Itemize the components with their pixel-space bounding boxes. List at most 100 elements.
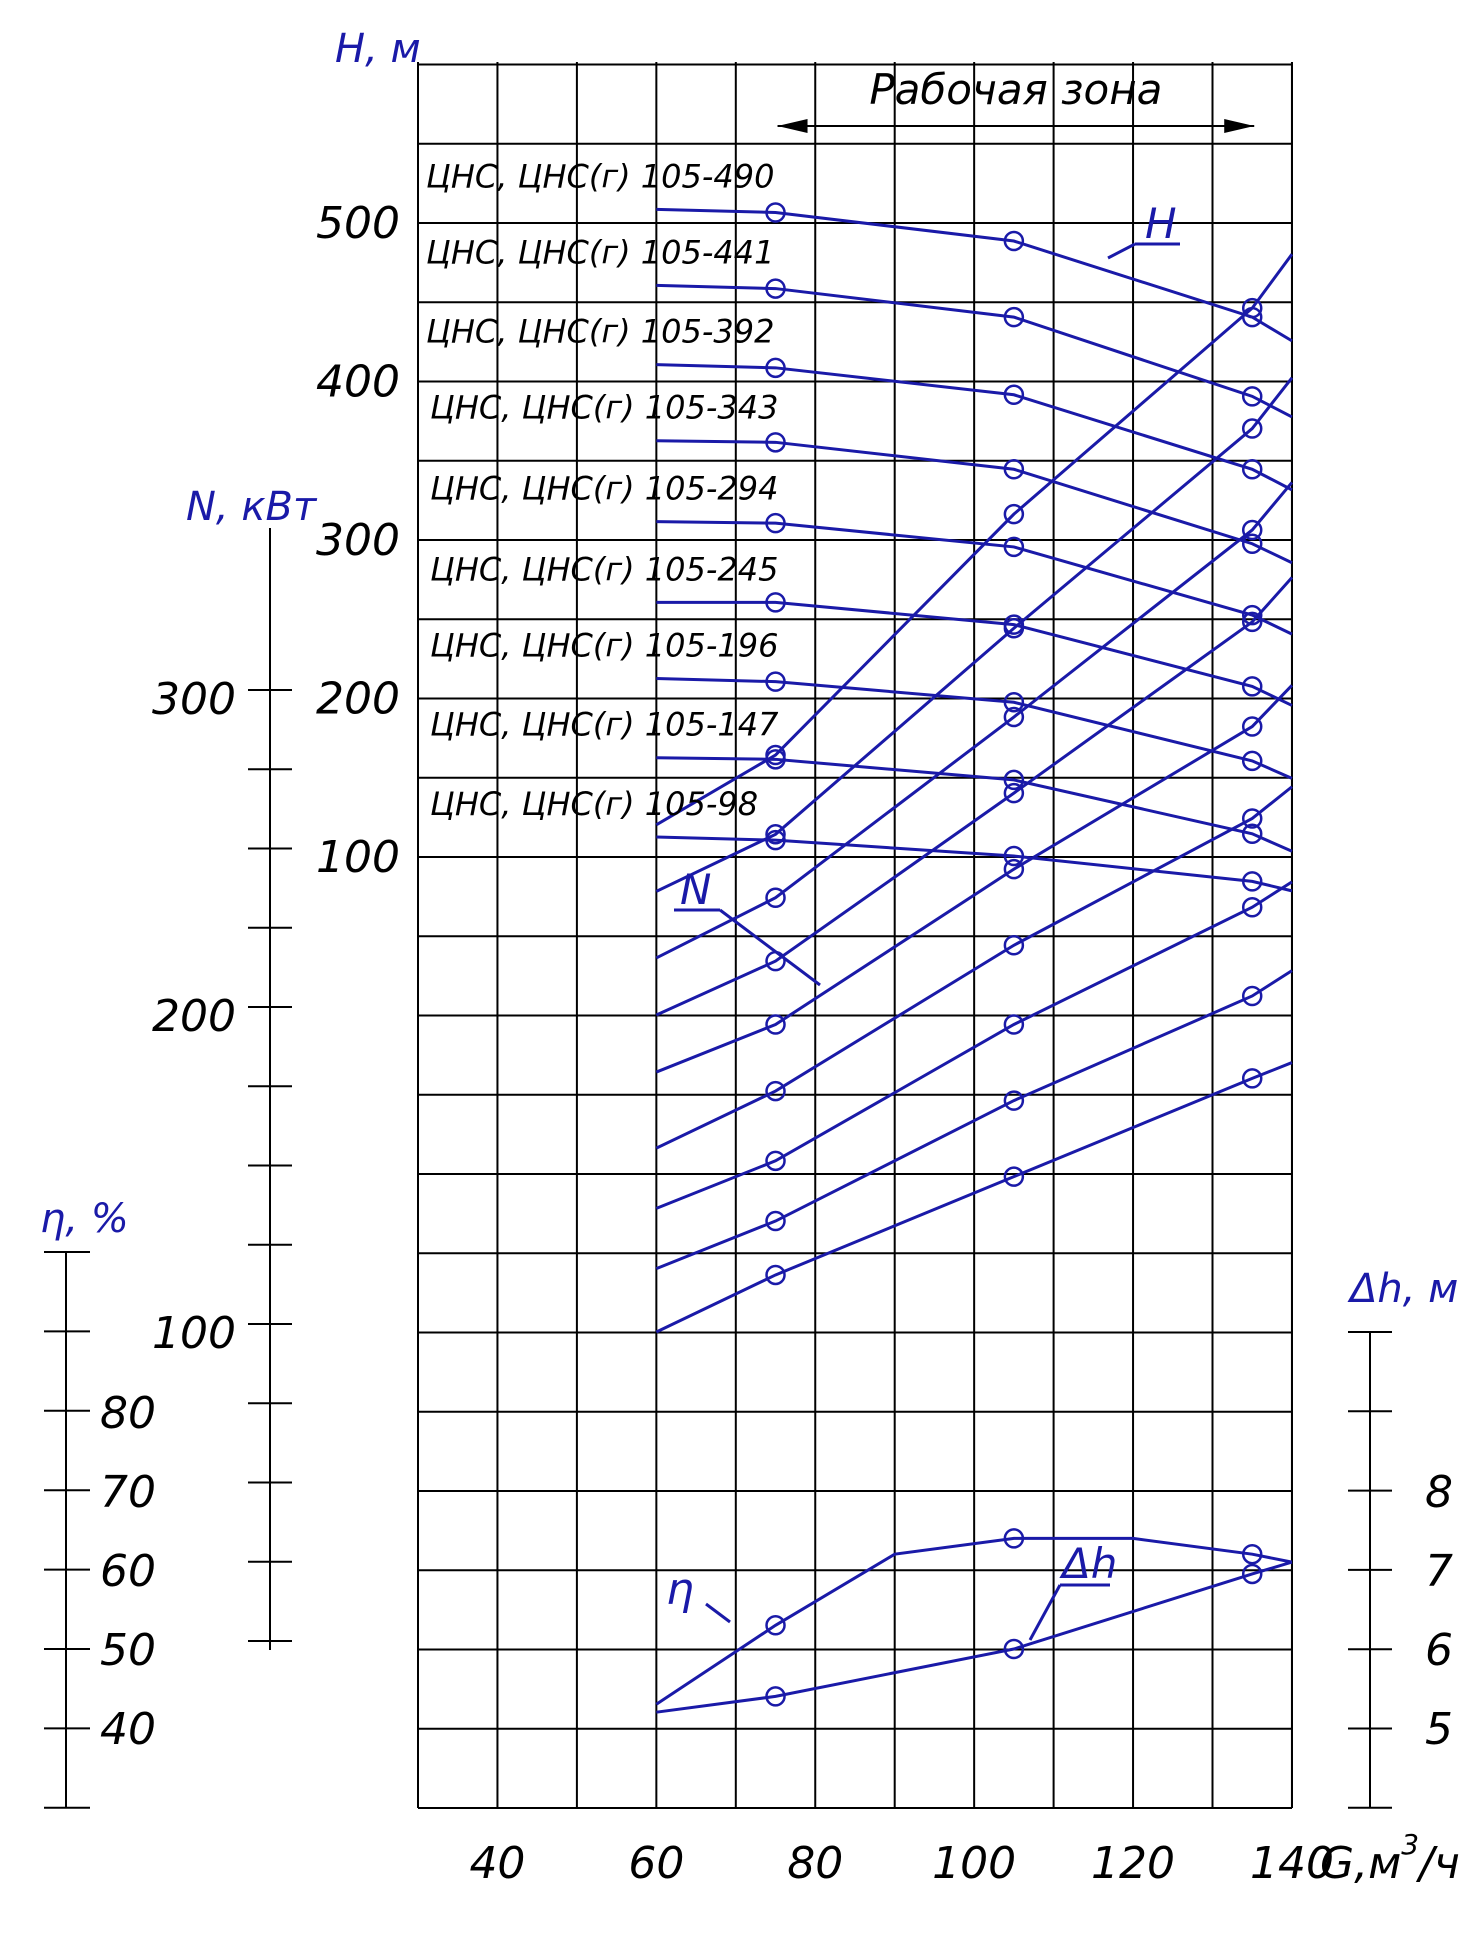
h-tick-label: 400 xyxy=(316,357,400,408)
eta-tick-label: 50 xyxy=(100,1625,156,1676)
h-curve-105-343 xyxy=(656,439,1293,565)
eta-curve xyxy=(655,1536,1293,1706)
x-axis-label-base: G,м xyxy=(1320,1838,1401,1889)
h-curve-105-392 xyxy=(656,363,1293,492)
n-curve-105-245-point xyxy=(1241,808,1263,829)
eta-axis-label: η, % xyxy=(40,1196,129,1242)
x-tick-label: 40 xyxy=(469,1838,525,1889)
n-curve-105-196 xyxy=(655,880,1293,1210)
n-curve-105-392-point xyxy=(1241,519,1263,541)
dh-curve-point xyxy=(1241,1563,1263,1585)
dh-curve-label: Δh xyxy=(1059,1539,1117,1588)
n-curve-105-294 xyxy=(655,684,1294,1074)
model-label: ЦНС, ЦНС(г) 105-490 xyxy=(426,157,775,195)
n-curve-105-441 xyxy=(655,376,1294,893)
n-curve-105-98-point xyxy=(1241,1068,1263,1089)
dh-axis-label: Δh, м xyxy=(1347,1266,1458,1312)
eta-leader xyxy=(705,1602,731,1624)
n-leader xyxy=(719,908,821,987)
dh-tick-label: 8 xyxy=(1425,1467,1453,1518)
h-curve-105-392-point xyxy=(1241,459,1263,480)
x-axis-label-tail: /ч xyxy=(1415,1838,1460,1889)
n-curve-105-392-point xyxy=(765,887,786,908)
h-curve-105-245-point xyxy=(1241,676,1263,697)
h-curve-105-98-point xyxy=(1003,845,1025,867)
dh-curve-point xyxy=(1003,1638,1025,1660)
dh-leader xyxy=(1028,1584,1062,1641)
h-curve-105-343-point xyxy=(1003,459,1025,480)
n-curve-105-490-point xyxy=(765,744,786,766)
working-zone-arrow-right xyxy=(1224,119,1255,133)
h-curve-105-245-point xyxy=(765,592,786,613)
h-tick-label: 100 xyxy=(316,832,400,883)
h-curve-105-490-point xyxy=(1003,230,1025,252)
n-curve-105-147 xyxy=(655,969,1293,1270)
working-zone-arrow-left xyxy=(777,119,808,133)
dh-scale xyxy=(1348,1331,1392,1809)
working-zone-label: Рабочая зона xyxy=(869,65,1162,114)
h-curve-105-490 xyxy=(656,207,1293,343)
dh-tick-label: 6 xyxy=(1425,1625,1453,1676)
n-curve-105-392-point xyxy=(1003,706,1025,728)
n-curve-105-343-point xyxy=(1003,782,1025,804)
eta-tick-label: 70 xyxy=(100,1467,156,1518)
n-curve-105-392 xyxy=(655,481,1294,960)
h-curve-105-196 xyxy=(656,676,1293,780)
x-tick-label: 120 xyxy=(1091,1838,1175,1889)
h-tick-label: 300 xyxy=(316,515,400,566)
n-curve-label: N xyxy=(680,865,711,914)
dh-curve-point xyxy=(765,1686,786,1707)
h-tick-label: 200 xyxy=(316,674,400,725)
n-curve-105-441-point xyxy=(1241,418,1263,439)
x-tick-label: 60 xyxy=(628,1838,684,1889)
h-curve-105-441-point xyxy=(1003,306,1025,328)
eta-tick-label: 80 xyxy=(100,1388,156,1439)
h-curve-105-147 xyxy=(656,756,1293,853)
h-curve-105-392-point xyxy=(765,357,786,379)
h-curve-105-441 xyxy=(656,283,1293,419)
n-curve-105-147-point xyxy=(1003,1090,1025,1111)
chart-grid xyxy=(417,62,1293,1809)
h-curve-105-245 xyxy=(656,600,1293,707)
eta-curve-label: η xyxy=(666,1564,694,1615)
h-curve-105-294 xyxy=(656,520,1293,636)
x-tick-label: 140 xyxy=(1250,1838,1334,1889)
n-curve-105-245-point xyxy=(765,1080,786,1102)
n-curve-105-441-point xyxy=(765,824,786,845)
model-label: ЦНС, ЦНС(г) 105-98 xyxy=(430,785,758,823)
n-tick-label: 100 xyxy=(152,1308,236,1359)
model-label: ЦНС, ЦНС(г) 105-245 xyxy=(430,550,779,588)
n-curve-105-343 xyxy=(655,576,1294,1017)
eta-tick-label: 40 xyxy=(100,1704,156,1755)
h-curve-105-294-point xyxy=(1241,604,1263,626)
n-curve-105-490-point xyxy=(1241,297,1263,319)
h-curve-105-490-point xyxy=(765,202,786,223)
dh-tick-label: 5 xyxy=(1425,1704,1453,1755)
n-curve-105-245-point xyxy=(1003,935,1025,956)
h-curve-105-441-point xyxy=(1241,386,1263,407)
h-curve-105-98 xyxy=(656,835,1293,893)
h-curve-label: Н xyxy=(1145,199,1177,248)
n-curve-105-196-point xyxy=(1003,1014,1025,1035)
h-curve-105-343-point xyxy=(1241,533,1263,555)
h-tick-label: 500 xyxy=(316,198,400,249)
h-curve-105-343-point xyxy=(765,432,786,453)
n-curve-105-98-point xyxy=(765,1264,786,1286)
h-curve-105-147-point xyxy=(1241,823,1263,845)
n-tick-label: 200 xyxy=(152,991,236,1042)
h-curve-105-294-point xyxy=(765,512,786,534)
h-curve-105-392-point xyxy=(1003,384,1025,406)
n-curve-105-490 xyxy=(655,253,1294,827)
n-curve-105-98-point xyxy=(1003,1166,1025,1187)
h-axis-label: Н, м xyxy=(335,26,421,72)
h-curve-105-147-point xyxy=(1003,769,1025,791)
n-curve-105-147-point xyxy=(765,1210,786,1232)
h-curve-105-98-point xyxy=(1241,871,1263,892)
h-curve-105-196-point xyxy=(1003,692,1025,713)
h-curve-105-98-point xyxy=(765,829,786,851)
dh-curve xyxy=(656,1560,1293,1714)
eta-curve-point xyxy=(1241,1543,1263,1565)
model-label: ЦНС, ЦНС(г) 105-392 xyxy=(426,313,775,351)
n-curve-105-294-point xyxy=(1241,716,1263,737)
